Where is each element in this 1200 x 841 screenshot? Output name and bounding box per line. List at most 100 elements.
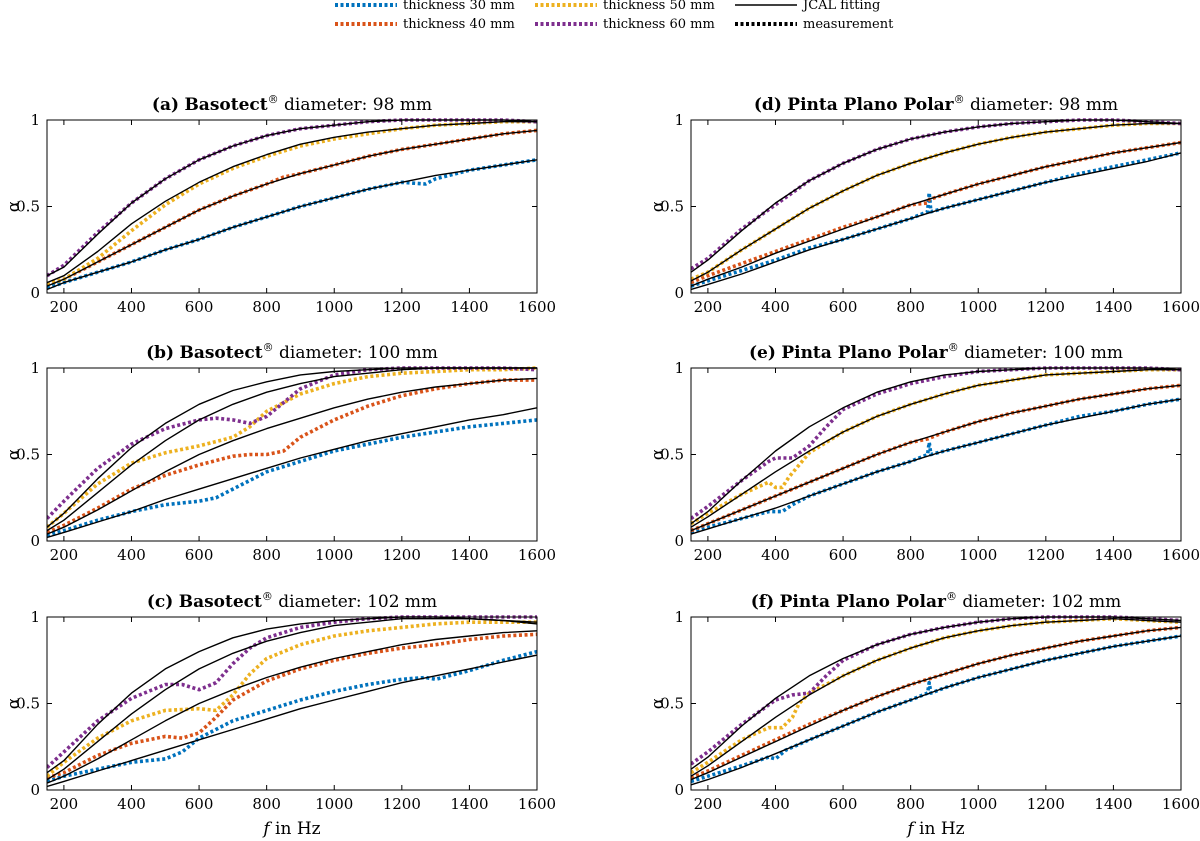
fit-t50 xyxy=(691,369,1181,528)
x-tick-label: 1600 xyxy=(518,546,556,564)
plot-area xyxy=(691,120,1181,293)
x-tick-label: 600 xyxy=(185,795,214,813)
x-tick-label: 1000 xyxy=(315,795,353,813)
x-axis-label-unit: in Hz xyxy=(914,819,965,839)
y-tick-label: 0 xyxy=(674,781,684,799)
registered-mark: ® xyxy=(948,341,959,354)
y-axis-label: α xyxy=(648,200,668,212)
y-tick-label: 0.5 xyxy=(660,198,684,216)
y-tick-label: 0.5 xyxy=(16,446,40,464)
legend-label-t50: thickness 50 mm xyxy=(603,0,715,13)
panel-diameter: diameter: 98 mm xyxy=(279,95,432,115)
x-tick-label: 1200 xyxy=(1027,546,1065,564)
measurement-t30 xyxy=(47,418,537,538)
panel-diameter: diameter: 98 mm xyxy=(965,95,1118,115)
y-tick-label: 0.5 xyxy=(660,695,684,713)
fit-t30 xyxy=(691,152,1181,291)
fit-t50 xyxy=(691,618,1181,777)
x-tick-label: 1000 xyxy=(959,546,997,564)
panel-material: Pinta Plano Polar xyxy=(781,343,948,363)
y-tick-label: 0 xyxy=(30,284,40,302)
x-axis-label: f in Hz xyxy=(261,819,320,839)
y-tick-label: 1 xyxy=(674,608,684,626)
x-tick-label: 1400 xyxy=(1094,795,1132,813)
x-axis-label-symbol: f xyxy=(905,819,916,839)
x-tick-label: 1200 xyxy=(383,298,421,316)
fit-t50 xyxy=(47,120,537,284)
x-tick-label: 600 xyxy=(185,298,214,316)
panel-material: Basotect xyxy=(184,95,267,115)
legend-label-t40: thickness 40 mm xyxy=(403,17,515,32)
legend-label-t60: thickness 60 mm xyxy=(603,17,715,32)
panel-e: 200 400 600 800 1000 1200 1400 1600 0 0.5 1 α (e) Pi… xyxy=(648,341,1200,564)
x-tick-label: 1200 xyxy=(1027,795,1065,813)
panel-a: 200 400 600 800 1000 1200 1400 1600 0 0.5 1 α (a) Ba… xyxy=(4,93,556,316)
fit-t30 xyxy=(47,159,537,291)
x-tick-label: 400 xyxy=(761,546,790,564)
y-tick-label: 0 xyxy=(674,532,684,550)
x-tick-label: 600 xyxy=(829,795,858,813)
panel-label: (b) xyxy=(146,343,174,363)
panel-label: (a) xyxy=(152,95,179,115)
panel-title: (c) Basotect® diameter: 102 mm xyxy=(147,590,437,612)
x-tick-label: 400 xyxy=(761,298,790,316)
panel-material: Pinta Plano Polar xyxy=(787,95,954,115)
panel-label: (f) xyxy=(751,592,774,612)
y-tick-label: 1 xyxy=(674,111,684,129)
x-tick-label: 600 xyxy=(185,546,214,564)
panel-title: (a) Basotect® diameter: 98 mm xyxy=(152,93,432,115)
panel-label: (c) xyxy=(147,592,173,612)
measurement-t40 xyxy=(691,625,1181,780)
x-tick-label: 1600 xyxy=(1162,546,1200,564)
fit-t30 xyxy=(691,635,1181,786)
y-axis-label: α xyxy=(4,200,24,212)
measurement-t30 xyxy=(47,649,537,784)
panel-c: 200 400 600 800 1000 1200 1400 1600 0 0.5 1 α (c) Ba… xyxy=(4,590,556,839)
x-tick-label: 1000 xyxy=(959,298,997,316)
fit-t40 xyxy=(47,630,537,784)
measurement-t40 xyxy=(47,632,537,780)
panel-diameter: diameter: 102 mm xyxy=(957,592,1121,612)
fit-t40 xyxy=(691,626,1181,781)
y-tick-label: 1 xyxy=(30,608,40,626)
fit-t40 xyxy=(691,384,1181,532)
x-tick-label: 200 xyxy=(694,795,723,813)
registered-mark: ® xyxy=(268,93,279,106)
x-tick-label: 1400 xyxy=(450,546,488,564)
x-tick-label: 1000 xyxy=(959,795,997,813)
panel-material: Pinta Plano Polar xyxy=(780,592,947,612)
x-tick-label: 1200 xyxy=(383,795,421,813)
legend-label-fit: JCAL fitting xyxy=(801,0,880,13)
panel-f: 200 400 600 800 1000 1200 1400 1600 0 0.5 1 α (f) Pi… xyxy=(648,590,1200,839)
legend-label-meas: measurement xyxy=(803,17,894,32)
fit-t40 xyxy=(691,141,1181,287)
fit-t60 xyxy=(47,616,537,774)
fit-t30 xyxy=(47,654,537,788)
panel-title: (d) Pinta Plano Polar® diameter: 98 mm xyxy=(754,93,1118,115)
measurement-t50 xyxy=(47,620,537,778)
panel-b: 200 400 600 800 1000 1200 1400 1600 0 0.5 1 α (b) Ba… xyxy=(4,341,556,564)
x-axis-label-unit: in Hz xyxy=(270,819,321,839)
x-tick-label: 200 xyxy=(50,298,79,316)
panel-diameter: diameter: 100 mm xyxy=(959,343,1123,363)
legend-label-t30: thickness 30 mm xyxy=(403,0,515,13)
x-tick-label: 1000 xyxy=(315,546,353,564)
y-axis-label: α xyxy=(4,448,24,460)
fit-t50 xyxy=(691,122,1181,282)
y-axis-label: α xyxy=(648,697,668,709)
x-tick-label: 1600 xyxy=(518,795,556,813)
x-tick-label: 800 xyxy=(896,546,925,564)
x-tick-label: 800 xyxy=(252,795,281,813)
y-axis-label: α xyxy=(648,448,668,460)
fit-t30 xyxy=(47,407,537,539)
y-tick-label: 1 xyxy=(30,111,40,129)
x-tick-label: 1400 xyxy=(1094,546,1132,564)
plot-area xyxy=(691,617,1181,790)
x-tick-label: 200 xyxy=(694,546,723,564)
x-tick-label: 400 xyxy=(117,795,146,813)
measurement-t50 xyxy=(691,616,1181,775)
x-axis-label-symbol: f xyxy=(261,819,272,839)
panel-title: (e) Pinta Plano Polar® diameter: 100 mm xyxy=(749,341,1123,363)
y-tick-label: 1 xyxy=(674,359,684,377)
panel-title: (b) Basotect® diameter: 100 mm xyxy=(146,341,438,363)
